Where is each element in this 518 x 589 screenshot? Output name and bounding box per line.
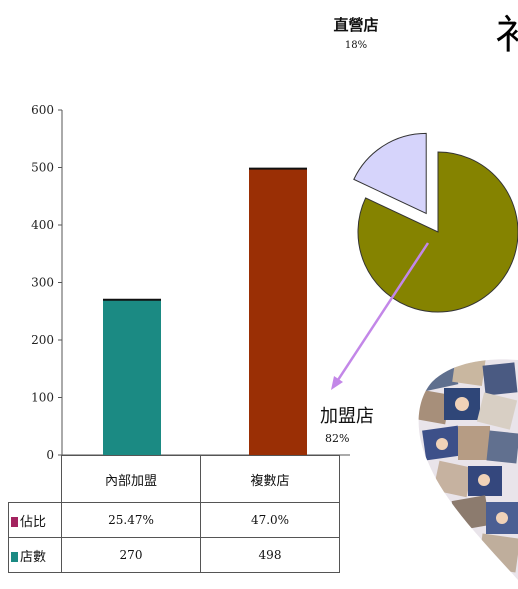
table-row: 店數 270 498 — [8, 537, 340, 573]
y-tick-label: 200 — [31, 333, 54, 347]
row-label-share: 佔比 — [20, 514, 47, 530]
table-header-0: 內部加盟 — [61, 455, 201, 503]
y-tick-label: 0 — [46, 448, 54, 462]
row-label-count: 店數 — [20, 549, 47, 565]
y-tick-label: 500 — [31, 161, 54, 175]
y-tick-label: 300 — [31, 276, 54, 290]
legend-swatch-share — [11, 516, 18, 527]
table-cell: 47.0% — [200, 502, 340, 538]
pie-value-direct: 18% — [345, 40, 367, 51]
pie-chart — [353, 132, 518, 313]
pie-label-direct: 直營店 — [333, 16, 378, 34]
y-tick-label: 100 — [31, 391, 54, 405]
pie-label-franchise: 加盟店 — [320, 406, 374, 427]
heading-fragment: 衤 — [495, 12, 518, 58]
table-header-1: 複數店 — [200, 455, 340, 503]
bar-chart-bars — [103, 167, 307, 455]
table-cell: 498 — [200, 537, 340, 573]
pie-labels: 直營店 18% 加盟店 82% — [320, 16, 379, 445]
pointer-arrow — [331, 242, 430, 390]
bar-0 — [103, 299, 161, 455]
pie-slice-direct — [353, 132, 427, 215]
bar-1 — [249, 168, 307, 455]
y-tick-label: 600 — [31, 103, 54, 117]
y-tick-label: 400 — [31, 218, 54, 232]
table-row: 佔比 25.47% 47.0% — [8, 502, 340, 538]
bar-chart-y-axis: 0 100 200 300 400 500 600 — [31, 103, 350, 462]
pie-slice-franchise — [357, 151, 518, 313]
table-cell: 25.47% — [61, 502, 201, 538]
legend-swatch-count — [11, 551, 18, 562]
photo-collage — [414, 352, 518, 582]
bar-data-table: 內部加盟 複數店 佔比 25.47% 47.0% 店數 270 498 — [8, 455, 340, 573]
table-cell: 270 — [61, 537, 201, 573]
pie-value-franchise: 82% — [325, 432, 349, 445]
